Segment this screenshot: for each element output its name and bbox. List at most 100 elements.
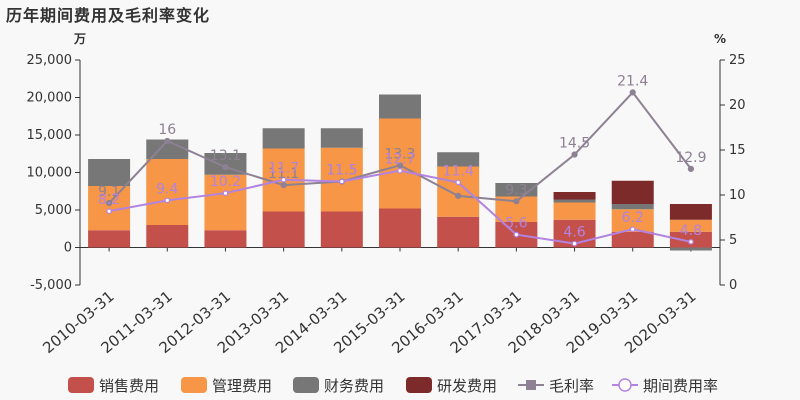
data-label-期间费用率: 10.2 — [210, 174, 241, 190]
left-axis-unit: 万 — [73, 32, 86, 46]
point-期间费用率 — [222, 190, 229, 197]
data-label-期间费用率: 11.5 — [326, 163, 357, 179]
data-label-期间费用率: 9.4 — [156, 181, 178, 197]
legend-label-管理费用: 管理费用 — [212, 377, 272, 395]
point-期间费用率 — [339, 178, 345, 185]
point-毛利率 — [513, 198, 520, 205]
legend-label-财务费用: 财务费用 — [324, 377, 384, 395]
bar-销售费用 — [379, 208, 421, 248]
point-毛利率 — [455, 192, 462, 199]
legend-marker-期间费用率 — [618, 378, 632, 392]
bar-财务费用 — [379, 94, 421, 119]
point-期间费用率 — [106, 208, 112, 215]
left-axis-tick-label: 0 — [64, 241, 72, 256]
point-毛利率 — [164, 137, 171, 145]
right-axis-unit: % — [714, 32, 726, 46]
point-毛利率 — [222, 164, 229, 171]
bar-销售费用 — [262, 211, 305, 248]
lines-layer — [105, 89, 695, 247]
right-axis-tick-label: 0 — [729, 278, 737, 293]
left-axis-tick-label: 20,000 — [27, 91, 73, 106]
right-axis-tick-label: 20 — [729, 98, 746, 113]
point-期间费用率 — [688, 239, 694, 245]
point-毛利率 — [105, 200, 113, 207]
data-label-毛利率: 13.1 — [210, 148, 241, 164]
legend-swatch-财务费用 — [293, 377, 319, 393]
bar-研发费用 — [611, 180, 654, 204]
bar-管理费用 — [669, 219, 712, 232]
legend-marker-毛利率 — [526, 380, 536, 390]
bar-管理费用 — [611, 209, 654, 232]
data-label-毛利率: 11.1 — [268, 166, 299, 182]
left-axis-tick-label: 25,000 — [27, 53, 73, 68]
bar-管理费用 — [437, 166, 480, 217]
point-期间费用率 — [513, 231, 520, 238]
bar-财务费用 — [553, 199, 596, 203]
bar-财务费用 — [611, 204, 654, 210]
point-期间费用率 — [397, 167, 403, 174]
bar-管理费用 — [204, 174, 247, 231]
data-label-期间费用率: 4.8 — [680, 223, 702, 239]
bar-财务费用 — [437, 152, 480, 167]
bar-管理费用 — [146, 159, 189, 225]
point-毛利率 — [687, 165, 695, 172]
bar-研发费用 — [669, 204, 712, 220]
left-axis-tick-label: 15,000 — [27, 128, 73, 143]
data-label-毛利率: 16 — [158, 122, 176, 138]
legend-label-毛利率: 毛利率 — [549, 377, 594, 395]
bar-销售费用 — [437, 216, 480, 248]
bar-研发费用 — [553, 192, 596, 200]
legend: 销售费用 管理费用 财务费用 研发费用 毛利率 期间费用率 — [68, 377, 718, 395]
data-label-期间费用率: 6.2 — [622, 210, 644, 226]
legend-label-研发费用: 研发费用 — [437, 377, 497, 395]
bar-销售费用 — [204, 230, 247, 248]
bar-销售费用 — [611, 231, 654, 248]
bar-财务费用 — [262, 128, 305, 149]
point-毛利率 — [629, 89, 636, 96]
right-axis-tick-label: 15 — [729, 143, 746, 158]
right-axis-tick-label: 5 — [729, 233, 737, 248]
chart-title: 历年期间费用及毛利率变化 — [6, 6, 211, 25]
point-毛利率 — [280, 182, 287, 189]
point-期间费用率 — [455, 179, 461, 186]
bar-财务费用 — [669, 247, 712, 251]
legend-swatch-管理费用 — [181, 377, 207, 393]
right-axis-tick-label: 10 — [729, 188, 746, 203]
data-label-期间费用率: 11.4 — [443, 163, 474, 179]
data-label-期间费用率: 8.2 — [98, 192, 120, 208]
left-axis-tick-label: 10,000 — [27, 166, 73, 181]
right-axis-tick-label: 25 — [729, 53, 746, 68]
data-label-期间费用率: 12.7 — [384, 152, 415, 168]
point-期间费用率 — [280, 176, 287, 183]
legend-swatch-销售费用 — [68, 377, 94, 393]
point-毛利率 — [396, 162, 404, 169]
point-期间费用率 — [571, 240, 578, 247]
point-期间费用率 — [629, 226, 636, 233]
bar-财务费用 — [88, 159, 131, 186]
bar-财务费用 — [146, 139, 189, 159]
data-label-毛利率: 9.3 — [505, 182, 527, 198]
labels-layer: 9.1 16 13.1 11.1 11.5 13.3 9.3 14.5 21.4 12.9 8.2 9… — [98, 73, 707, 240]
left-axis-tick-label: 5,000 — [35, 203, 72, 218]
data-label-毛利率: 13.3 — [384, 146, 415, 162]
bar-管理费用 — [553, 202, 596, 220]
left-axis-tick-label: -5,000 — [30, 278, 72, 293]
data-label-期间费用率: 11.7 — [268, 161, 299, 177]
data-label-期间费用率: 5.6 — [505, 216, 527, 232]
bar-财务费用 — [320, 128, 363, 148]
legend-label-销售费用: 销售费用 — [99, 377, 159, 395]
point-期间费用率 — [164, 197, 171, 204]
legend-swatch-研发费用 — [406, 377, 432, 393]
legend-label-期间费用率: 期间费用率 — [643, 377, 718, 395]
data-label-毛利率: 21.4 — [617, 73, 648, 89]
point-毛利率 — [571, 151, 578, 158]
bar-销售费用 — [320, 211, 363, 248]
bar-销售费用 — [88, 230, 131, 248]
data-label-毛利率: 12.9 — [675, 150, 706, 166]
data-label-期间费用率: 4.6 — [563, 225, 585, 241]
data-label-毛利率: 9.1 — [98, 184, 120, 200]
data-label-毛利率: 11.5 — [326, 163, 357, 179]
data-label-毛利率: 14.5 — [559, 136, 590, 152]
bar-销售费用 — [146, 225, 189, 248]
